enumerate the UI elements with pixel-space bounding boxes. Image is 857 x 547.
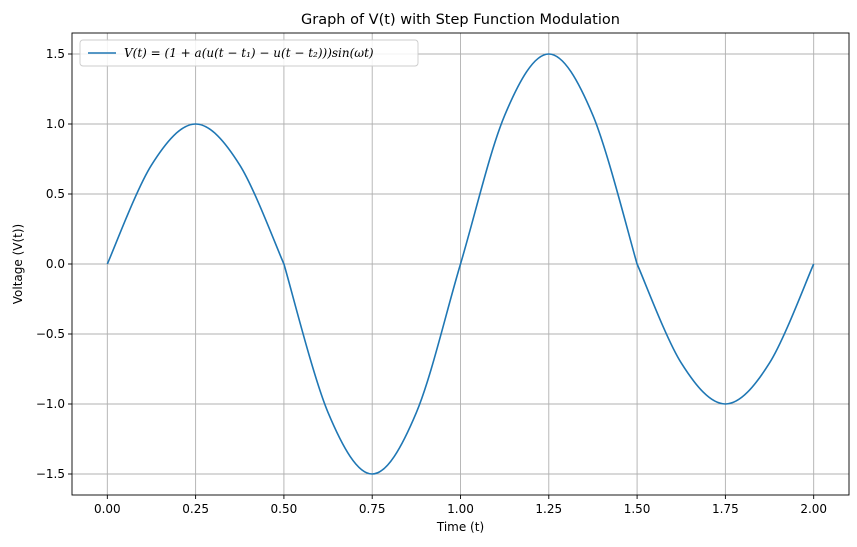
x-tick-label: 0.75 xyxy=(359,502,386,516)
x-tick-label: 1.50 xyxy=(624,502,651,516)
y-tick-label: 1.0 xyxy=(46,117,65,131)
chart-title: Graph of V(t) with Step Function Modulat… xyxy=(301,12,620,28)
x-axis: 0.00 0.25 0.50 0.75 1.00 1.25 1.50 1.75 2.00 xyxy=(94,495,827,516)
legend: V(t) = (1 + a(u(t − t₁) − u(t − t₂)))sin… xyxy=(79,39,419,67)
series-line xyxy=(106,53,815,475)
x-tick-label: 1.00 xyxy=(447,502,474,516)
y-axis-label: Voltage (V(t)) xyxy=(11,224,25,304)
legend-entry-label: V(t) = (1 + a(u(t − t₁) − u(t − t₂)))sin… xyxy=(124,46,374,60)
y-axis: −1.5 −1.0 −0.5 0.0 0.5 1.0 1.5 xyxy=(36,47,72,481)
y-tick-label: 1.5 xyxy=(46,47,65,61)
y-tick-label: −1.5 xyxy=(36,467,65,481)
x-tick-label: 1.25 xyxy=(535,502,562,516)
x-tick-label: 0.00 xyxy=(94,502,121,516)
x-axis-label: Time (t) xyxy=(436,520,484,534)
legend-box xyxy=(79,39,419,67)
y-tick-label: 0.5 xyxy=(46,187,65,201)
y-tick-label: 0.0 xyxy=(46,257,65,271)
x-tick-label: 0.50 xyxy=(271,502,298,516)
series-layer xyxy=(106,53,815,475)
y-tick-label: −0.5 xyxy=(36,327,65,341)
x-tick-label: 1.75 xyxy=(712,502,739,516)
y-tick-label: −1.0 xyxy=(36,397,65,411)
x-tick-label: 0.25 xyxy=(182,502,209,516)
x-tick-label: 2.00 xyxy=(800,502,827,516)
